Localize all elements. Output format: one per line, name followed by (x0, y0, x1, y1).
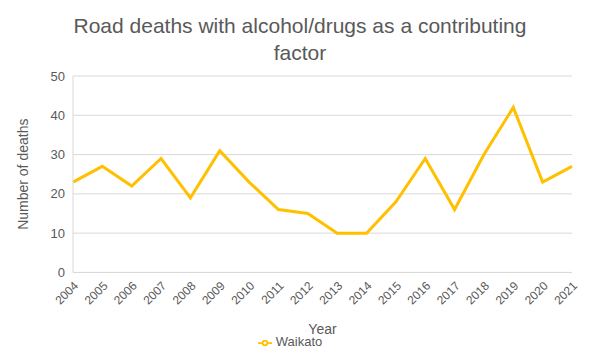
svg-text:2012: 2012 (287, 278, 316, 307)
svg-text:50: 50 (51, 69, 65, 84)
svg-text:2019: 2019 (493, 278, 522, 307)
svg-text:2007: 2007 (140, 278, 169, 307)
svg-text:0: 0 (58, 265, 65, 280)
svg-text:2005: 2005 (82, 278, 111, 307)
svg-text:2010: 2010 (228, 278, 257, 307)
svg-text:2009: 2009 (199, 278, 228, 307)
svg-text:20: 20 (51, 186, 65, 201)
svg-text:2013: 2013 (317, 278, 346, 307)
svg-text:Number of deaths: Number of deaths (15, 119, 31, 230)
svg-text:2020: 2020 (522, 278, 551, 307)
svg-text:Year: Year (308, 321, 337, 337)
svg-text:10: 10 (51, 226, 65, 241)
html-text:Road deaths with alcohol/drugs: Road deaths with alcohol/drugs as a cont… (73, 14, 527, 64)
svg-text:30: 30 (51, 147, 65, 162)
svg-text:2014: 2014 (346, 278, 375, 307)
svg-text:40: 40 (51, 108, 65, 123)
html-text:Waikato: Waikato (275, 334, 323, 350)
svg-text:2016: 2016 (405, 278, 434, 307)
svg-text:2004: 2004 (52, 278, 81, 307)
svg-text:2008: 2008 (170, 278, 199, 307)
svg-text:2021: 2021 (551, 278, 580, 307)
svg-text:2015: 2015 (375, 278, 404, 307)
svg-text:2018: 2018 (463, 278, 492, 307)
svg-text:2011: 2011 (258, 278, 286, 306)
svg-text:2006: 2006 (111, 278, 140, 307)
svg-text:2017: 2017 (434, 278, 463, 307)
